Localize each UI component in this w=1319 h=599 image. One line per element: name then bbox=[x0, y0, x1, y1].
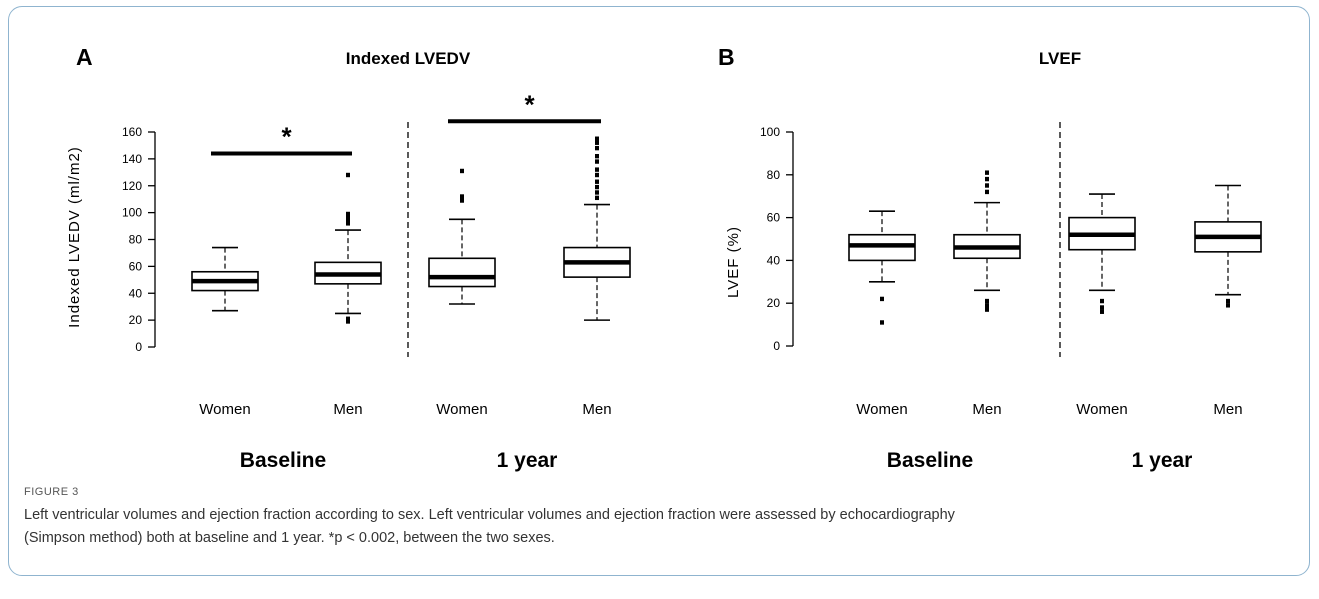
panel-label: B bbox=[718, 44, 735, 70]
x-category-label: Men bbox=[582, 401, 611, 418]
outlier-point bbox=[1100, 298, 1104, 304]
y-tick-label: 120 bbox=[122, 179, 142, 193]
outlier-point bbox=[1226, 298, 1230, 304]
box-baseline-men bbox=[314, 172, 382, 324]
outlier-point bbox=[985, 183, 989, 188]
y-tick-label: 20 bbox=[129, 313, 143, 327]
y-tick-label: 60 bbox=[767, 211, 781, 225]
box-1-year-men bbox=[1194, 184, 1262, 308]
box-1-year-men bbox=[563, 136, 631, 321]
chart-panel-a: A Indexed LVEDV 0 20 40 60 80 100 120 140 160 Index… bbox=[66, 44, 631, 472]
y-axis-label: LVEF (%) bbox=[725, 226, 742, 298]
y-tick-label: 60 bbox=[129, 259, 143, 273]
x-category-label: Men bbox=[1213, 401, 1242, 418]
x-category-label: Women bbox=[856, 401, 907, 418]
group-label: Baseline bbox=[887, 449, 973, 472]
y-tick-label: 0 bbox=[773, 339, 780, 353]
y-tick-label: 100 bbox=[760, 125, 780, 139]
x-category-label: Men bbox=[972, 401, 1001, 418]
y-tick-label: 100 bbox=[122, 206, 142, 220]
outlier-point bbox=[346, 316, 350, 321]
outlier-point bbox=[595, 159, 599, 164]
x-category-label: Men bbox=[333, 401, 362, 418]
box-baseline-women bbox=[191, 246, 259, 312]
box-1-year-women bbox=[428, 168, 496, 305]
y-tick-label: 160 bbox=[122, 125, 142, 139]
figure-frame bbox=[8, 6, 1310, 576]
outlier-point bbox=[460, 168, 464, 174]
outlier-point bbox=[595, 136, 599, 141]
outlier-point bbox=[595, 172, 599, 178]
outlier-point bbox=[985, 303, 989, 308]
outlier-point bbox=[460, 194, 464, 199]
x-category-label: Women bbox=[436, 401, 487, 418]
chart-panel-b: B LVEF 0 20 40 60 80 100 LVEF (%) Women Men Women Me… bbox=[718, 44, 1262, 472]
outlier-point bbox=[595, 179, 599, 184]
outlier-point bbox=[595, 190, 599, 195]
outlier-point bbox=[460, 198, 464, 203]
outlier-point bbox=[985, 307, 989, 312]
outlier-point bbox=[346, 211, 350, 217]
significance-marker: * bbox=[281, 122, 292, 152]
box-baseline-women bbox=[848, 210, 916, 325]
y-tick-label: 20 bbox=[767, 296, 781, 310]
outlier-point bbox=[595, 153, 599, 159]
box-baseline-men bbox=[953, 170, 1021, 312]
box-1-year-women bbox=[1068, 193, 1136, 314]
outlier-point bbox=[346, 319, 350, 324]
outlier-point bbox=[595, 195, 599, 201]
figure-caption: FIGURE 3 Left ventricular volumes and ej… bbox=[24, 486, 1294, 550]
panel-label: A bbox=[76, 44, 93, 70]
caption-label: FIGURE 3 bbox=[24, 486, 79, 498]
chart-title: LVEF bbox=[1039, 49, 1081, 68]
outlier-point bbox=[985, 176, 989, 182]
x-category-label: Women bbox=[1076, 401, 1127, 418]
outlier-point bbox=[595, 167, 599, 172]
outlier-point bbox=[595, 184, 599, 190]
group-label: 1 year bbox=[497, 449, 558, 472]
outlier-point bbox=[595, 145, 599, 151]
outlier-point bbox=[985, 189, 989, 195]
outlier-point bbox=[346, 221, 350, 226]
y-tick-label: 80 bbox=[767, 168, 781, 182]
group-label: 1 year bbox=[1132, 449, 1193, 472]
outlier-point bbox=[880, 296, 884, 302]
group-label: Baseline bbox=[240, 449, 326, 472]
outlier-point bbox=[985, 298, 989, 304]
y-tick-label: 40 bbox=[767, 253, 781, 267]
significance-marker: * bbox=[524, 89, 535, 119]
chart-title: Indexed LVEDV bbox=[346, 49, 471, 68]
outlier-point bbox=[1100, 309, 1104, 314]
outlier-point bbox=[985, 170, 989, 175]
outlier-point bbox=[1100, 305, 1104, 310]
caption-line-2: (Simpson method) both at baseline and 1 … bbox=[24, 530, 555, 546]
outlier-point bbox=[346, 218, 350, 223]
outlier-point bbox=[595, 140, 599, 145]
y-tick-label: 40 bbox=[129, 286, 143, 300]
y-axis-label: Indexed LVEDV (ml/m2) bbox=[66, 146, 83, 328]
x-category-label: Women bbox=[199, 401, 250, 418]
y-tick-label: 80 bbox=[129, 233, 143, 247]
caption-line-1: Left ventricular volumes and ejection fr… bbox=[24, 507, 955, 523]
y-tick-label: 0 bbox=[135, 340, 142, 354]
outlier-point bbox=[346, 172, 350, 178]
outlier-point bbox=[346, 214, 350, 219]
y-tick-label: 140 bbox=[122, 152, 142, 166]
outlier-point bbox=[1226, 303, 1230, 308]
outlier-point bbox=[880, 320, 884, 325]
iqr-box bbox=[428, 257, 496, 288]
